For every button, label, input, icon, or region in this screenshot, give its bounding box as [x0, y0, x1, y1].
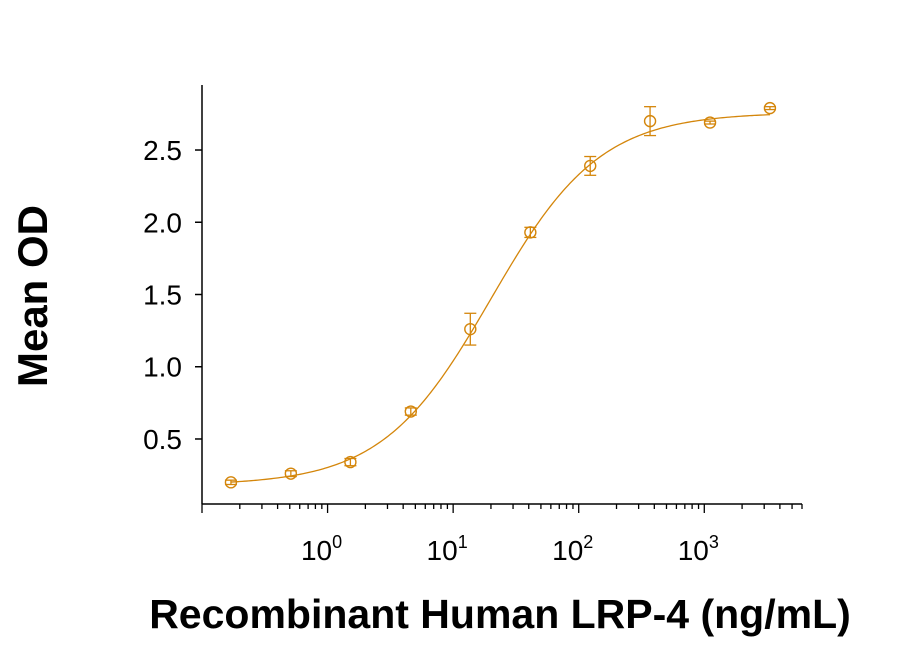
data-marker: [344, 455, 357, 469]
x-tick-label: 100: [301, 532, 342, 566]
x-tick-label-base: 10: [427, 535, 458, 566]
data-marker: [703, 116, 717, 129]
x-tick-label-exponent: 1: [458, 532, 468, 552]
x-tick-label-exponent: 3: [709, 532, 719, 552]
data-point: [524, 226, 537, 239]
axes: [201, 85, 802, 505]
y-tick-label: 2.0: [143, 207, 182, 238]
x-tick-label-exponent: 2: [583, 532, 593, 552]
fit-curve: [230, 114, 770, 483]
data-point: [464, 312, 477, 346]
x-tick-label: 101: [427, 532, 468, 566]
y-tick-label: 2.5: [143, 135, 182, 166]
y-tick-label: 1.0: [143, 352, 182, 383]
data-marker: [524, 226, 537, 239]
data-marker: [763, 101, 777, 115]
x-ticks: 100 101 102 103: [201, 504, 803, 566]
data-marker: [464, 322, 477, 336]
data-marker: [404, 405, 417, 418]
x-axis-label: Recombinant Human LRP-4 (ng/mL): [149, 591, 851, 637]
y-tick-label: 0.5: [143, 424, 182, 455]
data-point: [224, 476, 238, 489]
data-points: [224, 101, 777, 489]
data-point: [284, 467, 298, 480]
data-point: [404, 405, 417, 418]
data-point: [763, 101, 777, 115]
data-marker: [284, 467, 298, 480]
data-point: [584, 155, 597, 176]
data-point: [703, 116, 717, 129]
y-ticks: 0.5 1.0 1.5 2.0 2.5: [143, 135, 202, 455]
fit-curve-group: [230, 114, 770, 483]
x-tick-label: 102: [552, 532, 593, 566]
data-marker: [643, 114, 657, 128]
data-marker: [224, 476, 238, 489]
x-tick-label-base: 10: [301, 535, 332, 566]
x-tick-label-base: 10: [678, 535, 709, 566]
x-tick-label-base: 10: [552, 535, 583, 566]
y-axis-label: Mean OD: [9, 205, 56, 387]
y-tick-label: 1.5: [143, 280, 182, 311]
data-marker: [584, 159, 597, 173]
x-tick-label: 103: [678, 532, 719, 566]
data-point: [643, 106, 657, 137]
data-point: [344, 455, 357, 469]
x-tick-label-exponent: 0: [332, 532, 342, 552]
